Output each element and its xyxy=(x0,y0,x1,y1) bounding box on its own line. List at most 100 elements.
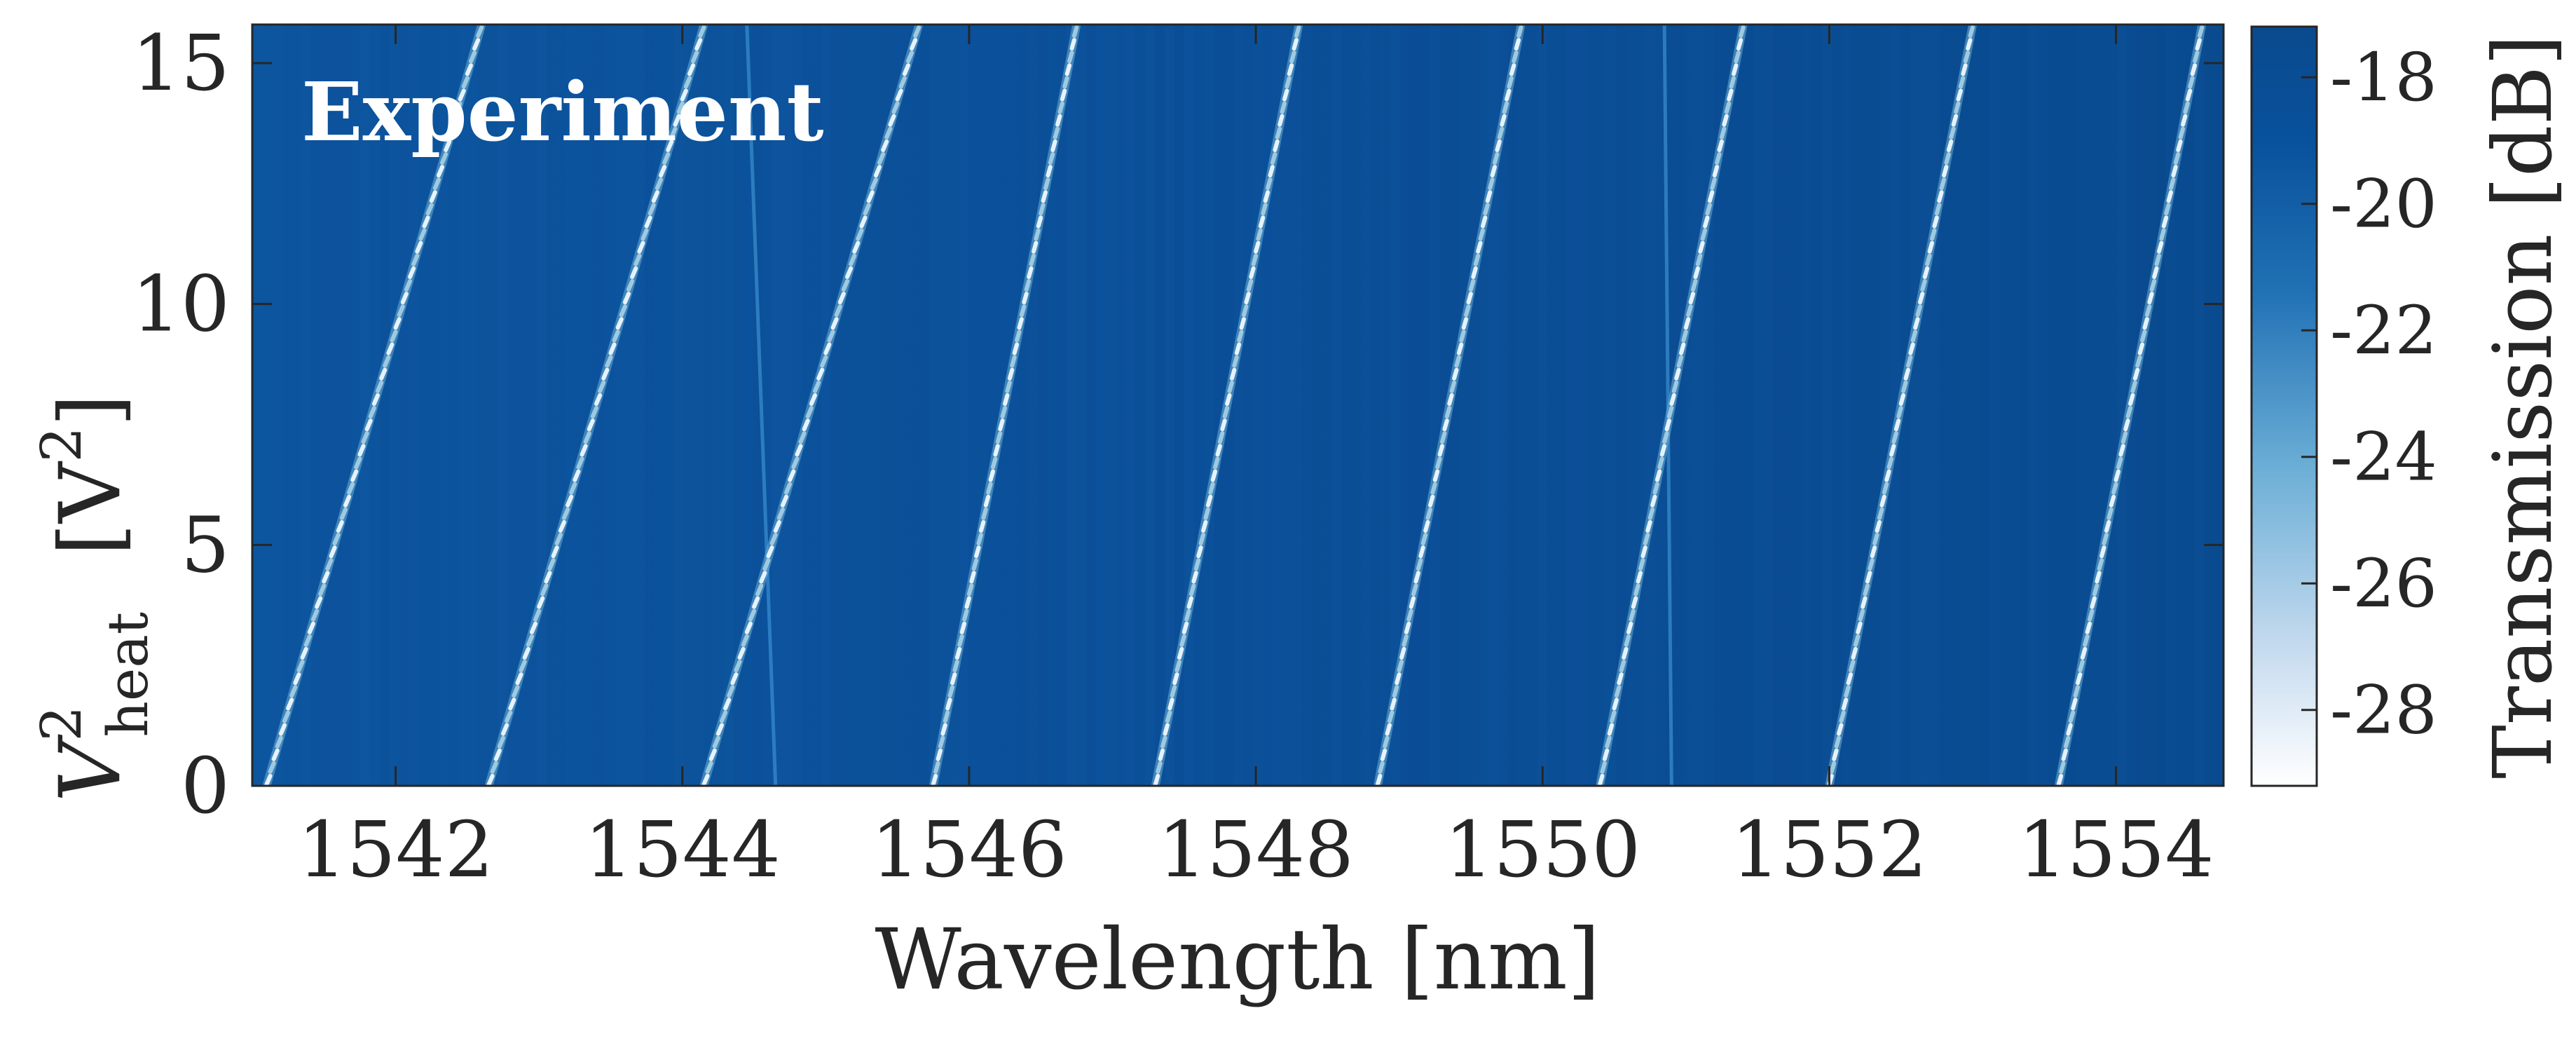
background-stripe xyxy=(1734,25,1743,786)
resonance-segment xyxy=(332,533,341,546)
resonance-segment xyxy=(1476,240,1483,254)
resonance-segment xyxy=(275,735,283,749)
resonance-segment xyxy=(1471,266,1478,279)
resonance-segment xyxy=(1273,139,1280,152)
resonance-segment xyxy=(1456,342,1464,355)
resonance-segment xyxy=(748,608,757,622)
background-stripe xyxy=(939,25,949,786)
resonance-segment xyxy=(881,139,889,152)
resonance-segment xyxy=(303,634,312,647)
resonance-segment xyxy=(1170,685,1177,698)
colorbar: -18 -20 -22 -24 -26 -28 Transmission [dB] xyxy=(2250,25,2570,787)
resonance-segment xyxy=(476,25,484,39)
resonance-segment xyxy=(1024,279,1032,292)
resonance-segment xyxy=(1380,748,1388,761)
background-stripe xyxy=(2057,25,2067,786)
resonance-segment xyxy=(371,393,381,406)
background-stripe xyxy=(282,25,292,786)
resonance-segment xyxy=(1841,698,1849,711)
resonance-segment xyxy=(823,342,832,355)
resonance-segment xyxy=(418,228,427,241)
resonance-segment xyxy=(1215,444,1222,457)
resonance-segment xyxy=(1849,660,1856,673)
resonance-segment xyxy=(1039,203,1046,216)
background-stripe xyxy=(1528,25,1537,786)
resonance-segment xyxy=(752,596,760,609)
background-stripe xyxy=(1636,25,1645,786)
resonance-segment xyxy=(1664,419,1671,432)
resonance-segment xyxy=(2144,304,2152,318)
resonance-segment xyxy=(296,660,305,673)
resonance-segment xyxy=(936,748,943,761)
resonance-segment xyxy=(533,608,542,622)
resonance-segment xyxy=(271,748,280,761)
background-stripe xyxy=(399,25,409,786)
resonance-segment xyxy=(1710,177,1717,191)
resonance-segment xyxy=(2188,76,2195,89)
resonance-segment xyxy=(962,608,969,622)
background-stripe xyxy=(1125,25,1135,786)
resonance-segment xyxy=(300,646,308,660)
resonance-segment xyxy=(1705,203,1712,216)
x-axis-title: Wavelength [nm] xyxy=(875,911,1600,1009)
resonance-segment xyxy=(493,748,502,761)
resonance-segment xyxy=(1284,76,1292,89)
y-title-var: V xyxy=(42,734,139,802)
background-stripe xyxy=(272,25,282,786)
resonance-segment xyxy=(2183,101,2190,114)
resonance-segment xyxy=(1007,367,1015,381)
resonance-line xyxy=(484,25,708,786)
resonance-segment xyxy=(1666,406,1674,419)
background-stripe xyxy=(890,25,900,786)
background-stripe xyxy=(1861,25,1871,786)
resonance-segment xyxy=(594,393,603,406)
resonance-segment xyxy=(458,88,466,102)
resonance-segment xyxy=(1879,494,1886,508)
background-stripe xyxy=(635,25,645,786)
resonance-segment xyxy=(425,203,434,216)
background-stripe xyxy=(2106,25,2116,786)
resonance-segment xyxy=(1619,660,1626,673)
background-stripe xyxy=(1920,25,1930,786)
background-stripe xyxy=(1802,25,1812,786)
resonance-segment xyxy=(1048,152,1055,165)
resonance-segment xyxy=(2195,38,2202,51)
resonance-segment xyxy=(1292,38,1299,51)
resonance-line xyxy=(1151,25,1303,786)
resonance-segment xyxy=(293,672,301,686)
background-stripe xyxy=(615,25,625,786)
resonance-segment xyxy=(1691,279,1698,292)
resonance-segment xyxy=(1832,748,1839,761)
resonance-segment xyxy=(773,519,781,533)
resonance-segment xyxy=(630,266,638,279)
resonance-segment xyxy=(1062,76,1069,89)
resonance-segment xyxy=(1397,660,1404,673)
background-stripe xyxy=(1086,25,1096,786)
resonance-segment xyxy=(2142,317,2149,330)
background-stripe xyxy=(841,25,851,786)
faint-resonance-line xyxy=(745,25,778,786)
resonance-segment xyxy=(325,558,334,571)
y-tick-label: 10 xyxy=(132,259,230,349)
resonance-segment xyxy=(655,177,664,191)
resonance-segment xyxy=(938,735,945,749)
resonance-segment xyxy=(1193,558,1201,571)
y-title-unit: [V xyxy=(42,461,139,556)
background-stripe xyxy=(900,25,910,786)
resonance-segment xyxy=(1853,634,1861,647)
background-stripe xyxy=(1999,25,2008,786)
resonance-segment xyxy=(1263,190,1270,203)
resonance-segment xyxy=(289,685,298,698)
resonance-segment xyxy=(2121,431,2128,444)
resonance-segment xyxy=(626,279,635,292)
resonance-segment xyxy=(1034,228,1041,241)
resonance-segment xyxy=(1966,38,1973,51)
resonance-segment xyxy=(1485,190,1493,203)
resonance-segment xyxy=(569,482,577,495)
resonance-segment xyxy=(429,190,437,203)
resonance-segment xyxy=(2113,469,2121,482)
resonance-segment xyxy=(651,190,659,203)
resonance-segment xyxy=(612,329,620,343)
resonance-segment xyxy=(1411,583,1418,597)
resonance-segment xyxy=(1427,494,1435,508)
